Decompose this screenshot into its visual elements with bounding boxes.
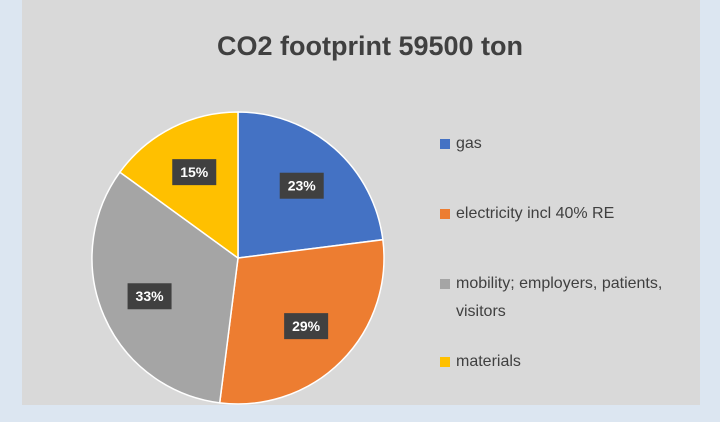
legend-label: materials — [456, 353, 521, 370]
legend-swatch — [440, 139, 450, 149]
legend-label: mobility; employers, patients, visitors — [456, 275, 663, 320]
legend-item: materials — [440, 348, 690, 376]
legend-item: mobility; employers, patients, visitors — [440, 270, 690, 326]
legend-swatch — [440, 357, 450, 367]
data-label: 33% — [136, 288, 165, 304]
legend-item: electricity incl 40% RE — [440, 200, 690, 228]
data-label-box — [284, 313, 329, 340]
legend-swatch — [440, 209, 450, 219]
legend-label: gas — [456, 135, 482, 152]
data-label: 29% — [292, 318, 321, 334]
legend-label: electricity incl 40% RE — [456, 205, 615, 222]
legend-item: gas — [440, 130, 690, 158]
data-label-box — [172, 159, 217, 186]
data-label-box — [127, 283, 172, 310]
chart-title: CO2 footprint 59500 ton — [217, 31, 523, 61]
legend-swatch — [440, 279, 450, 289]
data-label: 15% — [180, 164, 209, 180]
data-label: 23% — [288, 177, 317, 193]
data-label-box — [279, 172, 324, 199]
